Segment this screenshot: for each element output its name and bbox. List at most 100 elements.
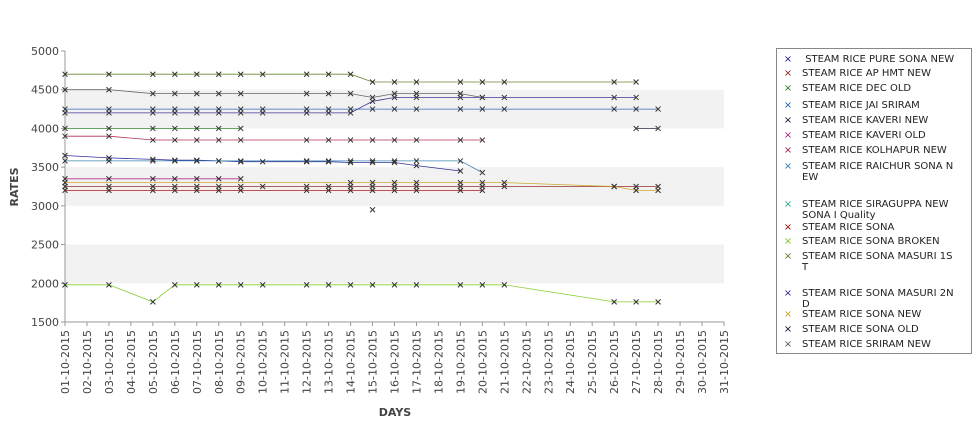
data-point [611,106,618,112]
data-point [106,125,112,132]
data-point [457,187,464,194]
legend-marker-icon: × [783,324,793,335]
series-line-10 [65,284,659,303]
data-point [391,90,398,97]
data-point [611,94,618,101]
data-point [303,90,310,97]
data-point [391,106,398,112]
data-point [413,158,420,164]
data-point [237,110,244,116]
data-point [171,137,178,143]
x-tick-label: 24-10-2015 [564,330,577,394]
legend-label: STEAM RICE DEC OLD [802,83,912,94]
y-tick-label: 2000 [31,277,59,290]
data-point [62,133,68,140]
data-point [479,179,486,186]
data-point [413,162,420,169]
data-point [150,137,156,143]
legend-marker-icon: × [783,115,793,126]
legend-label: STEAM RICE SONA OLD [802,324,919,335]
data-point [171,125,178,132]
x-tick-label: 01-10-2015 [59,330,72,394]
data-point [369,159,376,166]
data-point [655,125,661,132]
legend-label: STEAM RICE SONA MASURI 1S T [802,251,953,273]
data-point [106,175,112,182]
legend-marker-icon: × [783,83,793,94]
data-point [62,152,68,159]
data-point [633,94,639,101]
data-point [369,137,376,143]
data-point [259,281,266,288]
data-point [501,281,508,288]
legend-marker-icon: × [783,130,793,141]
series-line-6 [65,135,483,141]
legend-label: STEAM RICE SRIRAM NEW [802,339,931,350]
data-point [413,79,420,85]
data-point [413,106,420,112]
y-tick-label: 4500 [31,84,59,97]
legend-marker-icon: × [783,199,793,210]
data-point [259,110,266,116]
data-point [259,158,266,165]
data-point [347,159,354,166]
data-point [237,175,244,182]
data-point [215,90,222,97]
x-tick-label: 08-10-2015 [213,330,226,394]
data-point [479,169,486,176]
x-tick-label: 30-10-2015 [696,330,709,394]
data-point [259,71,266,78]
data-point [106,281,112,288]
data-point [479,187,486,194]
data-point [303,158,310,165]
data-point [303,110,310,116]
y-tick-label: 3000 [31,200,59,213]
data-point [237,71,244,78]
data-point [457,168,464,174]
legend-label: STEAM RICE KAVERI OLD [802,130,926,141]
data-point [457,158,464,164]
data-point [457,137,464,143]
data-point [106,110,112,116]
data-point [193,281,200,288]
data-point [413,137,420,143]
data-point [325,110,332,116]
data-point [391,79,398,85]
x-tick-label: 03-10-2015 [103,330,116,394]
data-point [171,71,178,78]
data-point [347,71,354,78]
data-point [303,281,310,288]
data-point [215,175,222,182]
data-point [193,71,200,78]
data-point [62,281,68,288]
data-point [193,187,200,194]
data-point [501,79,508,85]
data-point [457,106,464,112]
data-point [369,187,376,194]
data-point [369,79,376,85]
legend-label: STEAM RICE RAICHUR SONA N EW [802,161,954,183]
data-point [215,71,222,78]
data-point [171,175,178,182]
data-point [457,281,464,288]
legend-label: STEAM RICE PURE SONA NEW [802,54,955,65]
data-point [193,137,200,143]
data-point [479,137,486,143]
data-point [303,187,310,194]
x-tick-label: 26-10-2015 [608,330,621,394]
data-point [237,90,244,97]
x-tick-label: 06-10-2015 [169,330,182,394]
data-point [150,125,156,132]
legend-label: STEAM RICE JAI SRIRAM [802,100,920,111]
data-point [237,125,244,132]
data-point [62,125,68,132]
data-point [391,281,398,288]
y-tick-label: 5000 [31,45,59,58]
data-point [413,187,420,194]
data-point [171,90,178,97]
data-point [369,158,376,164]
data-point [150,110,156,116]
data-point [193,125,200,132]
data-point [369,106,376,112]
